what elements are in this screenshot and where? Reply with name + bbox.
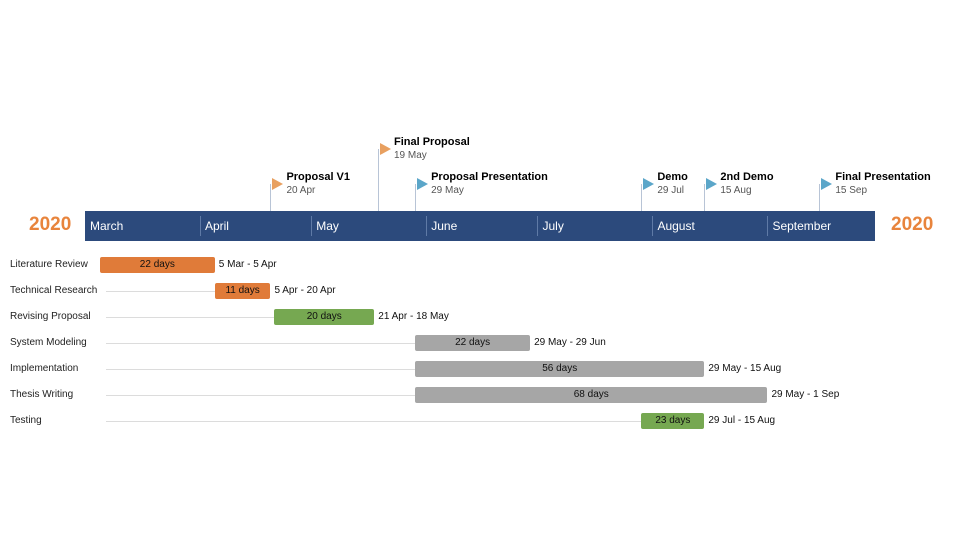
month-label: March xyxy=(90,219,124,233)
task-date-range: 5 Mar - 5 Apr xyxy=(218,259,277,270)
task-label: Literature Review xyxy=(10,259,88,270)
year-label-left: 2020 xyxy=(29,214,72,235)
task-bar: 22 days xyxy=(415,335,531,351)
milestone-flag-icon xyxy=(706,178,718,190)
milestone-date: 29 Jul xyxy=(657,185,685,196)
year-label-right: 2020 xyxy=(891,214,934,235)
task-bar: 23 days xyxy=(641,413,705,429)
task-bar: 56 days xyxy=(415,361,705,377)
milestone-date: 29 May xyxy=(431,185,464,196)
milestone-title: Final Presentation xyxy=(835,171,931,183)
task-label: Thesis Writing xyxy=(10,389,74,400)
milestone-date: 19 May xyxy=(394,150,427,161)
milestone-title: Final Proposal xyxy=(394,136,470,148)
month-divider xyxy=(652,216,654,236)
month-label: September xyxy=(772,219,832,233)
task-track-line xyxy=(106,421,642,422)
task-track-line xyxy=(106,291,215,292)
milestone-flag-icon xyxy=(272,178,284,190)
task-date-range: 21 Apr - 18 May xyxy=(378,311,449,322)
timeline-axis xyxy=(85,211,875,241)
milestone-flag-icon xyxy=(643,178,655,190)
milestone-stem xyxy=(415,184,417,211)
task-label: System Modeling xyxy=(10,337,87,348)
milestone-title: Proposal Presentation xyxy=(431,171,548,183)
month-divider xyxy=(199,216,201,236)
milestone-flag-icon xyxy=(417,178,429,190)
month-label: June xyxy=(431,219,458,233)
month-label: August xyxy=(657,219,695,233)
task-date-range: 29 May - 1 Sep xyxy=(771,389,840,400)
month-label: May xyxy=(316,219,339,233)
task-bar: 68 days xyxy=(415,387,768,403)
milestone-flag-icon xyxy=(380,143,391,155)
task-track-line xyxy=(106,343,416,344)
milestone-stem xyxy=(270,184,272,211)
task-label: Implementation xyxy=(10,363,79,374)
milestone-title: Demo xyxy=(657,171,688,183)
milestone-stem xyxy=(378,149,379,211)
milestone-stem xyxy=(641,184,643,211)
milestone-flag-icon xyxy=(821,178,833,190)
task-bar: 22 days xyxy=(99,257,215,273)
task-bar: 11 days xyxy=(214,283,271,299)
task-date-range: 29 Jul - 15 Aug xyxy=(708,415,776,426)
task-date-range: 29 May - 29 Jun xyxy=(534,337,606,348)
task-label: Technical Research xyxy=(10,285,98,296)
month-divider xyxy=(426,216,428,236)
task-track-line xyxy=(106,395,416,396)
milestone-stem xyxy=(704,184,706,211)
task-date-range: 5 Apr - 20 Apr xyxy=(274,285,336,296)
task-track-line xyxy=(106,369,416,370)
task-track-line xyxy=(106,317,275,318)
task-label: Testing xyxy=(10,415,42,426)
month-label: April xyxy=(204,219,229,233)
month-divider xyxy=(767,216,769,236)
milestone-title: 2nd Demo xyxy=(720,171,774,183)
task-date-range: 29 May - 15 Aug xyxy=(708,363,782,374)
milestone-date: 15 Aug xyxy=(720,185,752,196)
milestone-stem xyxy=(819,184,821,211)
milestone-title: Proposal V1 xyxy=(286,171,351,183)
task-label: Revising Proposal xyxy=(10,311,91,322)
milestone-date: 20 Apr xyxy=(286,185,316,196)
month-divider xyxy=(537,216,539,236)
milestone-date: 15 Sep xyxy=(835,185,868,196)
month-divider xyxy=(311,216,313,236)
task-bar: 20 days xyxy=(274,309,375,325)
month-label: July xyxy=(542,219,564,233)
